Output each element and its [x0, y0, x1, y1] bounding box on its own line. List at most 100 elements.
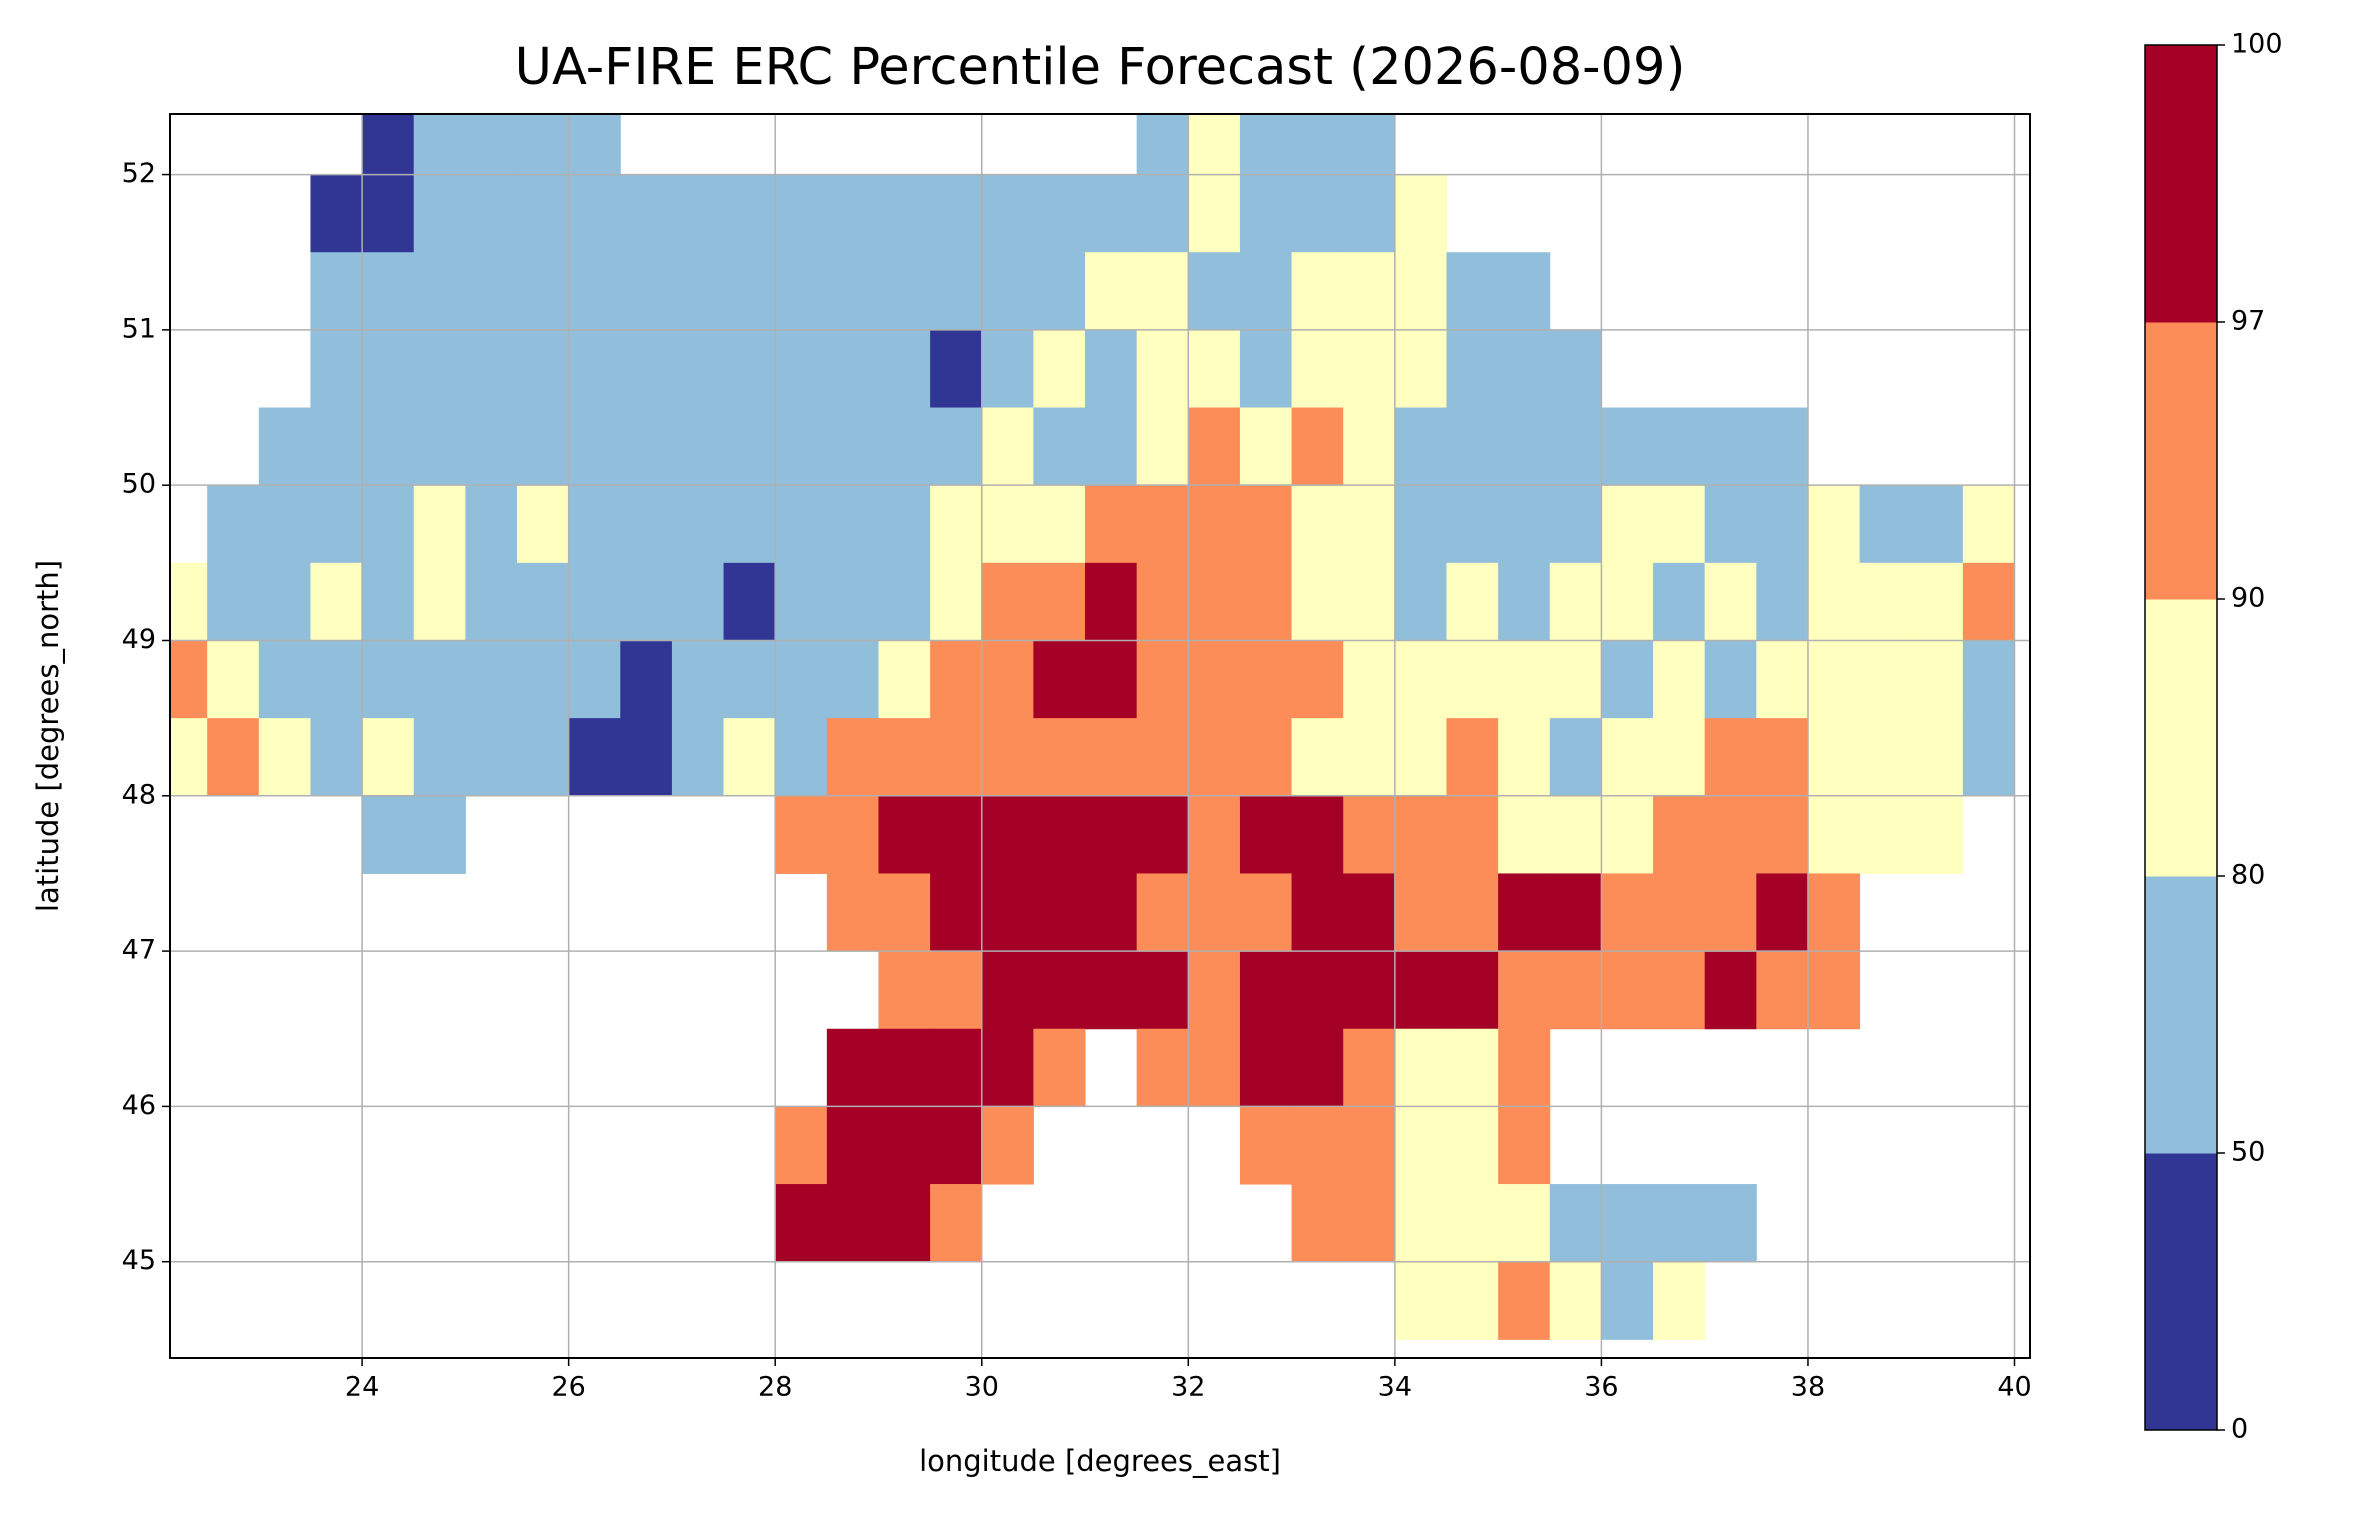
grid-cell [1498, 795, 1551, 874]
grid-cell [1291, 174, 1344, 253]
grid-cell [930, 1028, 983, 1107]
grid-cell [1394, 562, 1447, 641]
grid-cell [930, 1106, 983, 1185]
grid-cell [1704, 640, 1757, 719]
colorbar-segment [2145, 876, 2217, 1154]
grid-cell [723, 407, 776, 486]
grid-cell [1239, 174, 1293, 253]
grid-cell [775, 485, 828, 564]
grid-cell [1704, 873, 1757, 952]
grid-cell [1704, 407, 1757, 486]
grid-cell [1085, 718, 1138, 797]
grid-cell [1291, 562, 1344, 641]
grid-cell [1188, 407, 1241, 486]
grid-cell [465, 562, 518, 641]
grid-cell [517, 114, 570, 176]
grid-cell [1188, 795, 1241, 874]
grid-cell [1756, 562, 1809, 641]
grid-cell [310, 174, 363, 253]
grid-cell [568, 174, 621, 253]
y-tick-label: 50 [122, 469, 156, 500]
grid-cell [1601, 1261, 1654, 1340]
grid-cell [1653, 795, 1706, 874]
grid-cell [1756, 951, 1809, 1030]
grid-cell [1446, 718, 1499, 797]
grid-cell [620, 718, 673, 797]
grid-cell [413, 562, 466, 641]
grid-cell [1653, 873, 1706, 952]
grid-cell [517, 718, 570, 797]
grid-cell [1136, 329, 1189, 409]
grid-cell [1343, 795, 1396, 874]
grid-cell [1601, 562, 1654, 641]
grid-cell [465, 485, 518, 564]
grid-cell [465, 718, 518, 797]
grid-cell [1394, 873, 1447, 952]
grid-cell [1446, 329, 1499, 409]
grid-cell [362, 718, 415, 797]
grid-cell [517, 252, 570, 331]
grid-cell [1291, 951, 1344, 1030]
grid-cell [723, 562, 776, 641]
y-tick-label: 52 [122, 158, 156, 189]
grid-cell [1239, 329, 1293, 409]
grid-cell [465, 329, 518, 409]
grid-cell [1136, 252, 1189, 331]
grid-cell [568, 718, 621, 797]
grid-cell [671, 562, 725, 641]
grid-cell [1601, 485, 1654, 564]
grid-cell [1188, 114, 1241, 176]
grid-cell [1291, 329, 1344, 409]
grid-cell [671, 718, 725, 797]
data-cells [170, 114, 2016, 1340]
grid-cell [878, 795, 931, 874]
grid-cell [826, 873, 879, 952]
grid-cell [1085, 252, 1138, 331]
grid-cell [775, 562, 828, 641]
grid-cell [620, 562, 673, 641]
grid-cell [826, 718, 879, 797]
grid-cell [1188, 252, 1241, 331]
grid-cell [1239, 640, 1293, 719]
grid-cell [775, 329, 828, 409]
grid-cell [1549, 485, 1602, 564]
grid-cell [1807, 795, 1861, 874]
grid-cell [1601, 873, 1654, 952]
x-tick-label: 38 [1791, 1372, 1825, 1403]
grid-cell [1033, 485, 1086, 564]
grid-cell [170, 640, 208, 719]
grid-cell [258, 640, 311, 719]
grid-cell [1136, 174, 1189, 253]
grid-cell [723, 640, 776, 719]
grid-cell [826, 485, 879, 564]
grid-cell [1446, 485, 1499, 564]
grid-cell [930, 329, 983, 409]
grid-cell [1446, 407, 1499, 486]
grid-cell [413, 252, 466, 331]
grid-cell [930, 174, 983, 253]
grid-cell [568, 407, 621, 486]
grid-cell [826, 329, 879, 409]
grid-cell [568, 485, 621, 564]
grid-cell [465, 252, 518, 331]
grid-cell [1343, 562, 1396, 641]
grid-cell [1756, 795, 1809, 874]
grid-cell [930, 795, 983, 874]
grid-cell [930, 640, 983, 719]
grid-cell [1549, 1184, 1602, 1263]
grid-cell [1136, 562, 1189, 641]
colorbar-tick-label: 100 [2231, 29, 2283, 60]
grid-cell [568, 252, 621, 331]
grid-cell [723, 485, 776, 564]
colorbar-tick-label: 97 [2231, 306, 2265, 337]
grid-cell [723, 252, 776, 331]
grid-cell [1498, 640, 1551, 719]
colorbar-segment [2145, 599, 2217, 877]
grid-cell [1498, 252, 1551, 331]
grid-cell [568, 562, 621, 641]
grid-cell [1859, 795, 1912, 874]
grid-cell [465, 407, 518, 486]
grid-cell [826, 252, 879, 331]
grid-cell [1601, 640, 1654, 719]
grid-cell [1136, 718, 1189, 797]
